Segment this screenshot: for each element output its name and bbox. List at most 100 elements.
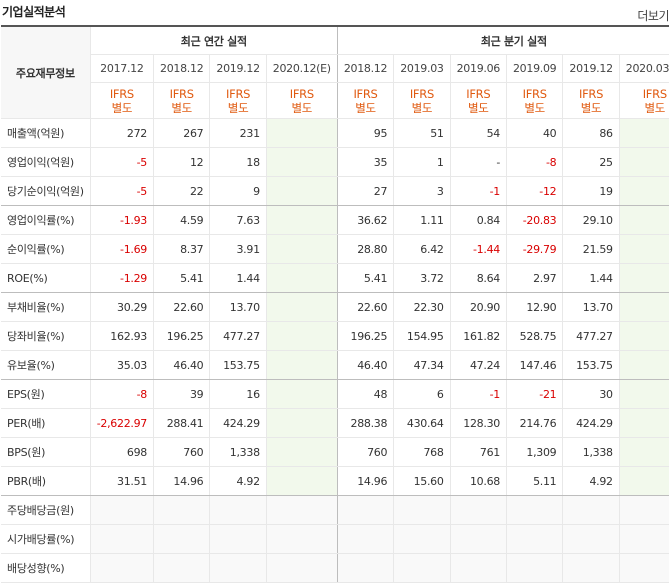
quarter-period-header: 2019.09 bbox=[506, 54, 564, 83]
quarter-value-cell: 477.27 bbox=[562, 321, 620, 351]
table-row: PER(배) -2,622.97 288.41 424.29 288.38 430.64 1… bbox=[1, 408, 669, 438]
annual-value-cell: 39 bbox=[153, 379, 211, 409]
table-row: 부채비율(%) 30.29 22.60 13.70 22.60 22.30 20.90 12.… bbox=[1, 292, 669, 322]
annual-value-cell bbox=[153, 524, 211, 554]
quarter-period-header: 2019.03 bbox=[393, 54, 451, 83]
annual-value-cell bbox=[266, 466, 338, 496]
annual-value-cell: 22 bbox=[153, 176, 211, 206]
annual-value-cell bbox=[209, 524, 267, 554]
quarter-value-cell: -1 bbox=[450, 379, 507, 409]
annual-value-cell: 153.75 bbox=[209, 350, 267, 380]
row-label: 주당배당금(원) bbox=[1, 495, 91, 525]
table-row: EPS(원) -8 39 16 48 6 -1 -21 30 bbox=[1, 379, 669, 409]
annual-value-cell: 22.60 bbox=[153, 292, 211, 322]
quarter-value-cell bbox=[450, 495, 507, 525]
quarter-value-cell: 86 bbox=[562, 118, 620, 148]
annual-value-cell bbox=[209, 553, 267, 583]
basis-label: 별도 bbox=[411, 100, 433, 115]
quarter-value-cell: 27 bbox=[337, 176, 395, 206]
quarter-value-cell bbox=[337, 495, 395, 525]
quarter-value-cell: 4.92 bbox=[562, 466, 620, 496]
annual-value-cell bbox=[266, 176, 338, 206]
annual-period-header: 2019.12 bbox=[209, 54, 267, 83]
annual-value-cell bbox=[153, 553, 211, 583]
table-row: 영업이익(억원) -5 12 18 35 1- -8 25 bbox=[1, 147, 669, 177]
quarter-value-cell: 29.10 bbox=[562, 205, 620, 235]
quarter-value-cell: 5.41 bbox=[337, 263, 395, 293]
annual-group-header: 최근 연간 실적 bbox=[90, 25, 338, 55]
quarter-period-header: 2020.03(E) bbox=[619, 54, 669, 83]
quarter-value-cell: 2.97 bbox=[506, 263, 564, 293]
annual-value-cell bbox=[266, 263, 338, 293]
annual-value-cell: 16 bbox=[209, 379, 267, 409]
annual-value-cell bbox=[266, 350, 338, 380]
row-label: ROE(%) bbox=[1, 263, 91, 293]
quarter-value-cell bbox=[619, 524, 669, 554]
annual-value-cell: -5 bbox=[90, 176, 155, 206]
row-label: 당기순이익(억원) bbox=[1, 176, 91, 206]
more-link[interactable]: 더보기 bbox=[637, 9, 669, 23]
annual-value-cell: 1.44 bbox=[209, 263, 267, 293]
annual-value-cell: 288.41 bbox=[153, 408, 211, 438]
quarter-value-cell bbox=[506, 553, 564, 583]
annual-value-cell: 424.29 bbox=[209, 408, 267, 438]
quarter-value-cell: 48 bbox=[337, 379, 395, 409]
annual-value-cell: 272 bbox=[90, 118, 155, 148]
quarter-value-cell: 1 bbox=[393, 147, 451, 177]
quarter-value-cell: -21 bbox=[506, 379, 564, 409]
quarter-value-cell: 5.11 bbox=[506, 466, 564, 496]
quarter-value-cell: 3 bbox=[393, 176, 451, 206]
annual-value-cell: 760 bbox=[153, 437, 211, 467]
table-row: 영업이익률(%) -1.93 4.59 7.63 36.62 1.11 0.84 -20.83… bbox=[1, 205, 669, 235]
quarter-value-cell bbox=[619, 176, 669, 206]
ifrs-label: IFRS bbox=[466, 86, 491, 101]
quarter-value-cell: 6 bbox=[393, 379, 451, 409]
annual-value-cell: 1,338 bbox=[209, 437, 267, 467]
table-row: PBR(배) 31.51 14.96 4.92 14.96 15.60 10.68 5.11 4… bbox=[1, 466, 669, 496]
annual-period-header: 2018.12 bbox=[153, 54, 211, 83]
annual-value-cell bbox=[209, 495, 267, 525]
quarter-value-cell: 161.82 bbox=[450, 321, 507, 351]
annual-value-cell: 31.51 bbox=[90, 466, 155, 496]
basis-label: 별도 bbox=[468, 100, 489, 115]
row-label: EPS(원) bbox=[1, 379, 91, 409]
quarter-value-cell: 424.29 bbox=[562, 408, 620, 438]
ifrs-label: IFRS bbox=[109, 86, 134, 101]
quarter-value-cell: -29.79 bbox=[506, 234, 564, 264]
annual-value-cell: 13.70 bbox=[209, 292, 267, 322]
annual-value-cell bbox=[266, 118, 338, 148]
quarter-value-cell: 288.38 bbox=[337, 408, 395, 438]
quarter-value-cell bbox=[619, 466, 669, 496]
annual-value-cell bbox=[266, 292, 338, 322]
annual-value-cell: -2,622.97 bbox=[90, 408, 155, 438]
quarter-value-cell: 768 bbox=[393, 437, 451, 467]
annual-value-cell bbox=[266, 524, 338, 554]
row-label: 유보율(%) bbox=[1, 350, 91, 380]
quarter-value-cell: 154.95 bbox=[393, 321, 451, 351]
annual-value-cell bbox=[266, 437, 338, 467]
annual-value-cell: 4.92 bbox=[209, 466, 267, 496]
quarter-value-cell bbox=[619, 205, 669, 235]
quarter-group-header: 최근 분기 실적 bbox=[337, 25, 669, 55]
quarter-value-cell bbox=[450, 553, 507, 583]
basis-label: 별도 bbox=[111, 100, 133, 115]
quarter-value-cell: 147.46 bbox=[506, 350, 564, 380]
annual-value-cell: 9 bbox=[209, 176, 267, 206]
accounting-basis-label: IFRS 별도 bbox=[450, 82, 507, 119]
basis-label: 별도 bbox=[291, 100, 313, 115]
quarter-value-cell: 0.84 bbox=[450, 205, 507, 235]
quarter-value-cell: 1,338 bbox=[562, 437, 620, 467]
quarter-value-cell: 25 bbox=[562, 147, 620, 177]
quarter-value-cell: 13.70 bbox=[562, 292, 620, 322]
row-label: 영업이익(억원) bbox=[1, 147, 91, 177]
table-row: 순이익률(%) -1.69 8.37 3.91 28.80 6.42 -1.44 -29.79… bbox=[1, 234, 669, 264]
row-label: 부채비율(%) bbox=[1, 292, 91, 322]
annual-value-cell: 3.91 bbox=[209, 234, 267, 264]
annual-value-cell: 698 bbox=[90, 437, 155, 467]
quarter-value-cell: 35 bbox=[337, 147, 395, 177]
quarter-value-cell: -8 bbox=[506, 147, 564, 177]
accounting-basis-label: IFRS 별도 bbox=[209, 82, 267, 119]
annual-value-cell bbox=[266, 205, 338, 235]
quarter-value-cell: 46.40 bbox=[337, 350, 395, 380]
quarter-value-cell: 19 bbox=[562, 176, 620, 206]
